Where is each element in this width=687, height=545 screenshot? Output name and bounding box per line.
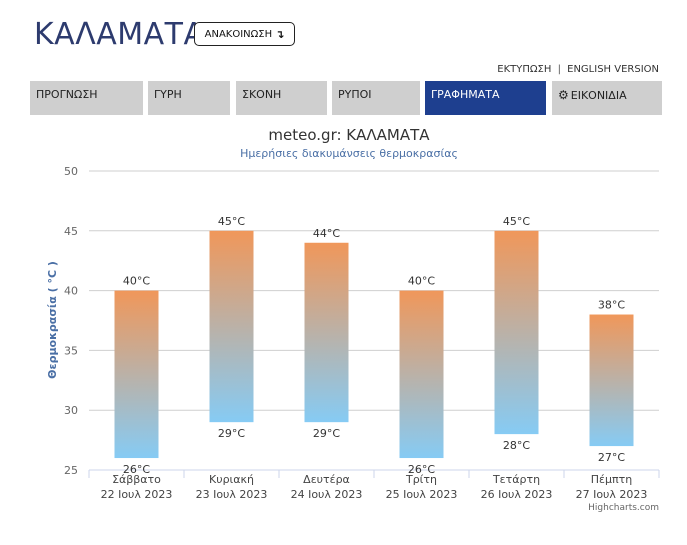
low-temp-label: 28°C (503, 439, 530, 452)
temperature-bar[interactable] (494, 230, 539, 435)
low-temp-label: 26°C (408, 463, 435, 476)
tab-label: ΣΚΟΝΗ (242, 88, 282, 101)
tab-label: ΡΥΠΟΙ (338, 88, 372, 101)
x-tick-label-day: Πέμπτη (591, 473, 632, 486)
tab-label: ΕΙΚΟΝΙΔΙΑ (570, 89, 627, 102)
tab-pollen[interactable]: ΓΥΡΗ (148, 81, 230, 115)
announcement-button[interactable]: ΑΝΑΚΟΙΝΩΣΗ ↴ (194, 22, 295, 46)
x-tick-label-date: 24 Ιουλ 2023 (291, 488, 363, 501)
high-temp-label: 45°C (218, 215, 245, 228)
x-tick-label-day: Σάββατο (112, 473, 161, 486)
temperature-bar[interactable] (589, 314, 634, 447)
tab-label: ΠΡΟΓΝΩΣΗ (36, 88, 98, 101)
low-temp-label: 26°C (123, 463, 150, 476)
y-tick-label: 25 (64, 464, 78, 477)
temperature-bar[interactable] (304, 242, 349, 423)
y-tick-label: 35 (64, 344, 78, 357)
chart-title: meteo.gr: ΚΑΛΑΜΑΤΑ (268, 126, 430, 144)
tab-label: ΓΡΑΦΗΜΑΤΑ (431, 88, 500, 101)
tab-pollutants[interactable]: ΡΥΠΟΙ (332, 81, 420, 115)
temperature-bar[interactable] (209, 230, 254, 423)
x-tick-label-date: 26 Ιουλ 2023 (481, 488, 553, 501)
x-tick-label-day: Δευτέρα (303, 473, 350, 486)
x-tick-label-date: 25 Ιουλ 2023 (386, 488, 458, 501)
link-separator: | (557, 64, 561, 75)
x-tick-label-date: 23 Ιουλ 2023 (196, 488, 268, 501)
x-tick-label-date: 22 Ιουλ 2023 (101, 488, 173, 501)
low-temp-label: 29°C (218, 427, 245, 440)
english-version-link[interactable]: ENGLISH VERSION (567, 64, 659, 75)
x-tick-label-day: Τετάρτη (492, 473, 540, 486)
gear-icon: ⚙ (558, 88, 569, 102)
print-link[interactable]: ΕΚΤΥΠΩΣΗ (497, 64, 552, 75)
low-temp-label: 29°C (313, 427, 340, 440)
tab-dust[interactable]: ΣΚΟΝΗ (236, 81, 327, 115)
tab-icons[interactable]: ⚙ ΕΙΚΟΝΙΔΙΑ (552, 81, 662, 115)
y-tick-label: 45 (64, 225, 78, 238)
tab-label: ΓΥΡΗ (154, 88, 182, 101)
top-links: ΕΚΤΥΠΩΣΗ | ENGLISH VERSION (497, 64, 659, 75)
temperature-bar[interactable] (399, 290, 444, 459)
y-tick-label: 50 (64, 165, 78, 178)
high-temp-label: 44°C (313, 227, 340, 240)
tab-forecast[interactable]: ΠΡΟΓΝΩΣΗ (30, 81, 143, 115)
chart-subtitle: Ημερήσιες διακυμάνσεις θερμοκρασίας (240, 147, 458, 160)
x-tick-label-day: Κυριακή (209, 473, 254, 486)
data-labels: 40°C 26°C 45°C 29°C 44°C 29°C 40°C 26°C 45°C 28°C… (123, 215, 625, 476)
page-title: ΚΑΛΑΜΑΤΑ (34, 17, 205, 52)
x-tick-label-date: 27 Ιουλ 2023 (576, 488, 648, 501)
x-axis: Σάββατο 22 Ιουλ 2023 Κυριακή 23 Ιουλ 2023 Δε… (88, 470, 660, 501)
high-temp-label: 38°C (598, 299, 625, 312)
x-tick-label-day: Τρίτη (405, 473, 437, 486)
arrow-down-return-icon: ↴ (275, 27, 285, 41)
temperature-bar[interactable] (114, 290, 159, 459)
highcharts-credits[interactable]: Highcharts.com (588, 503, 659, 513)
high-temp-label: 45°C (503, 215, 530, 228)
y-tick-label: 40 (64, 285, 78, 298)
y-tick-label: 30 (64, 404, 78, 417)
temperature-bars (114, 230, 634, 459)
y-axis-title: Θερμοκρασία ( °C ) (46, 261, 59, 379)
low-temp-label: 27°C (598, 451, 625, 464)
announcement-label: ΑΝΑΚΟΙΝΩΣΗ (204, 28, 273, 40)
tab-graphs[interactable]: ΓΡΑΦΗΜΑΤΑ (425, 81, 546, 115)
high-temp-label: 40°C (123, 275, 150, 288)
high-temp-label: 40°C (408, 275, 435, 288)
